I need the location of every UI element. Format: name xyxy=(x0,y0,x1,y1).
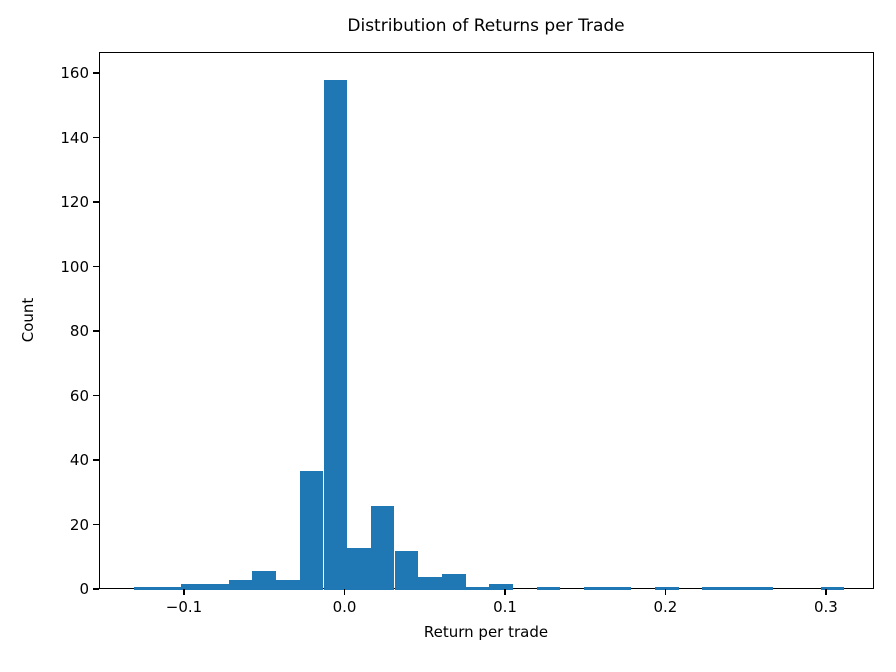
x-tick-mark xyxy=(825,589,827,595)
histogram-bar xyxy=(465,586,490,590)
y-tick-mark xyxy=(93,201,99,203)
y-tick-mark xyxy=(93,394,99,397)
x-tick-label: −0.1 xyxy=(165,598,203,616)
x-tick-label: 0.0 xyxy=(332,598,357,616)
histogram-bar xyxy=(323,80,348,590)
y-tick-label: 40 xyxy=(69,451,89,469)
histogram-bar xyxy=(134,586,158,590)
histogram-bar xyxy=(181,583,206,590)
y-tick-mark xyxy=(93,588,99,590)
y-tick-mark xyxy=(93,265,99,268)
y-tick-label: 120 xyxy=(60,193,89,211)
histogram-bar xyxy=(702,586,727,590)
histogram-bar xyxy=(394,551,419,590)
histogram-bar xyxy=(157,586,182,590)
histogram-bar xyxy=(584,586,608,590)
y-tick-label: 140 xyxy=(60,128,89,147)
chart-title: Distribution of Returns per Trade xyxy=(347,16,625,36)
y-tick-mark xyxy=(93,459,99,461)
histogram-bar xyxy=(228,580,253,590)
y-tick-mark xyxy=(93,136,99,139)
histogram-bar xyxy=(607,586,632,590)
histogram-bar xyxy=(418,577,442,590)
histogram-bar xyxy=(370,506,395,590)
plot-area xyxy=(99,52,874,590)
x-axis-label: Return per trade xyxy=(423,623,549,641)
y-tick-label: 60 xyxy=(69,386,89,405)
histogram-bar xyxy=(441,573,466,590)
y-tick-label: 100 xyxy=(60,257,89,276)
histogram-bar xyxy=(489,583,513,590)
histogram-bar xyxy=(820,586,845,590)
y-axis-label: Count xyxy=(19,297,37,343)
y-tick-label: 0 xyxy=(79,580,89,598)
histogram-bar xyxy=(347,548,371,590)
histogram-bar xyxy=(276,580,300,590)
y-tick-mark xyxy=(93,72,99,74)
y-tick-label: 20 xyxy=(69,515,89,534)
histogram-bar xyxy=(536,586,561,590)
histogram-bar xyxy=(726,586,750,590)
y-tick-label: 160 xyxy=(60,64,89,82)
x-tick-mark xyxy=(504,589,506,595)
y-tick-mark xyxy=(93,330,99,332)
y-tick-label: 80 xyxy=(69,322,89,340)
histogram-bar xyxy=(299,470,324,590)
histogram-bar xyxy=(252,570,277,590)
histogram-bar xyxy=(655,586,679,590)
x-tick-label: 0.1 xyxy=(493,598,517,616)
x-tick-mark xyxy=(664,589,667,595)
x-tick-label: 0.3 xyxy=(813,598,838,616)
x-tick-label: 0.2 xyxy=(653,598,678,616)
histogram-bar xyxy=(205,583,229,590)
x-tick-mark xyxy=(343,589,346,595)
x-tick-mark xyxy=(183,589,185,595)
y-tick-mark xyxy=(93,523,99,526)
histogram-bar xyxy=(749,586,774,590)
